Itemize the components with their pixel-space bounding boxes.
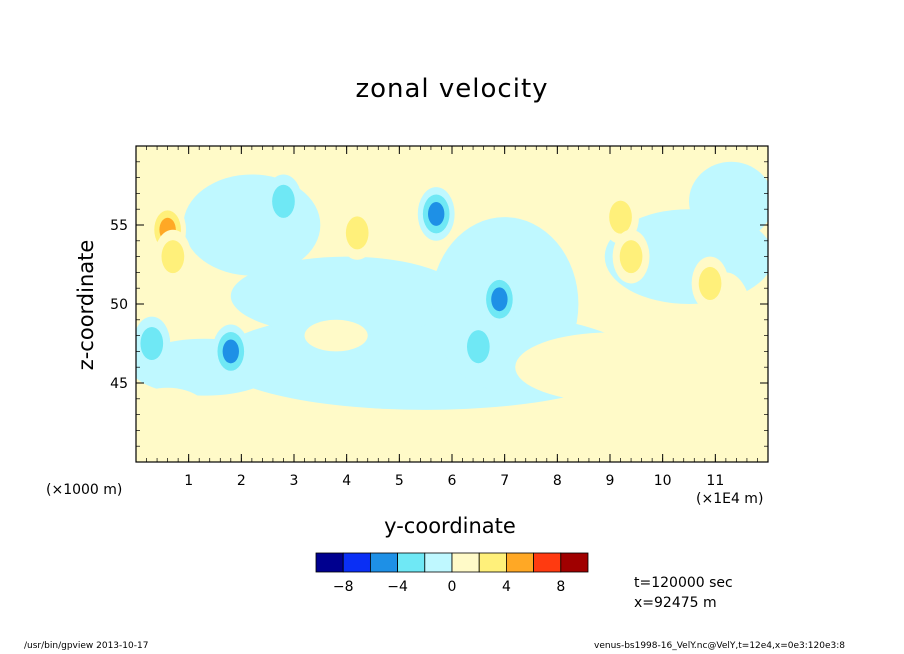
y-tick-label: 55: [110, 218, 128, 234]
x-tick-label: 9: [606, 473, 615, 489]
colorbar-tick-label: −8: [333, 579, 354, 595]
colorbar-swatch: [451, 552, 480, 573]
colorbar-tick-label: 0: [448, 579, 457, 595]
x-tick-label: 3: [290, 473, 299, 489]
contour-feature-9: [609, 200, 632, 234]
colorbar-swatch: [397, 552, 426, 573]
contour-feature-11: [698, 266, 722, 300]
weak-positive-region: [136, 387, 215, 458]
contour-feature-1: [161, 240, 185, 274]
colorbar-tick-label: −4: [387, 579, 408, 595]
colorbar: −8 −4 0 4 8: [315, 552, 589, 595]
weak-negative-region: [689, 161, 768, 241]
y-tick-label: 50: [110, 297, 128, 313]
colorbar-swatch: [533, 552, 562, 573]
contour-feature-6: [428, 202, 445, 226]
colorbar-swatch: [369, 552, 398, 573]
x-tick-label: 10: [654, 473, 672, 489]
x-axis-label: y-coordinate: [384, 514, 516, 538]
contour-feature-8: [466, 330, 490, 364]
weak-negative-region: [230, 256, 463, 336]
x-tick-label: 6: [448, 473, 457, 489]
x-tick-label: 5: [395, 473, 404, 489]
colorbar-swatch: [342, 552, 371, 573]
weak-positive-region: [304, 319, 368, 352]
weak-positive-region: [515, 332, 705, 402]
colorbar-swatch: [478, 552, 507, 573]
contour-feature-4: [272, 184, 295, 218]
chart-title: zonal velocity: [355, 74, 549, 104]
x-unit-right: (×1E4 m): [696, 491, 764, 507]
colorbar-swatch: [315, 552, 344, 573]
x-tick-label: 7: [500, 473, 509, 489]
contour-field: [136, 146, 768, 462]
colorbar-tick-label: 4: [502, 579, 511, 595]
x-tick-label: 4: [342, 473, 351, 489]
contour-feature-2: [140, 326, 164, 361]
contour-feature-5: [345, 216, 369, 250]
colorbar-swatch: [560, 552, 589, 573]
y-tick-label: 45: [110, 376, 128, 392]
colorbar-tick-label: 8: [556, 579, 565, 595]
colorbar-swatch: [424, 552, 453, 573]
x-tick-label: 1: [184, 473, 193, 489]
contour-feature-3: [222, 339, 239, 364]
x-tick-label: 11: [706, 473, 724, 489]
contour-feature-7: [491, 287, 508, 312]
footer-left: /usr/bin/gpview 2013-10-17: [24, 641, 149, 651]
x-tick-label: 8: [553, 473, 562, 489]
position-info: x=92475 m: [634, 595, 717, 611]
footer-right: venus-bs1998-16_VelY.nc@VelY,t=12e4,x=0e…: [594, 641, 845, 651]
x-tick-label: 2: [237, 473, 246, 489]
contour-feature-10: [619, 240, 643, 274]
colorbar-swatch: [505, 552, 534, 573]
x-unit-left: (×1000 m): [46, 482, 123, 498]
time-info: t=120000 sec: [634, 575, 733, 591]
